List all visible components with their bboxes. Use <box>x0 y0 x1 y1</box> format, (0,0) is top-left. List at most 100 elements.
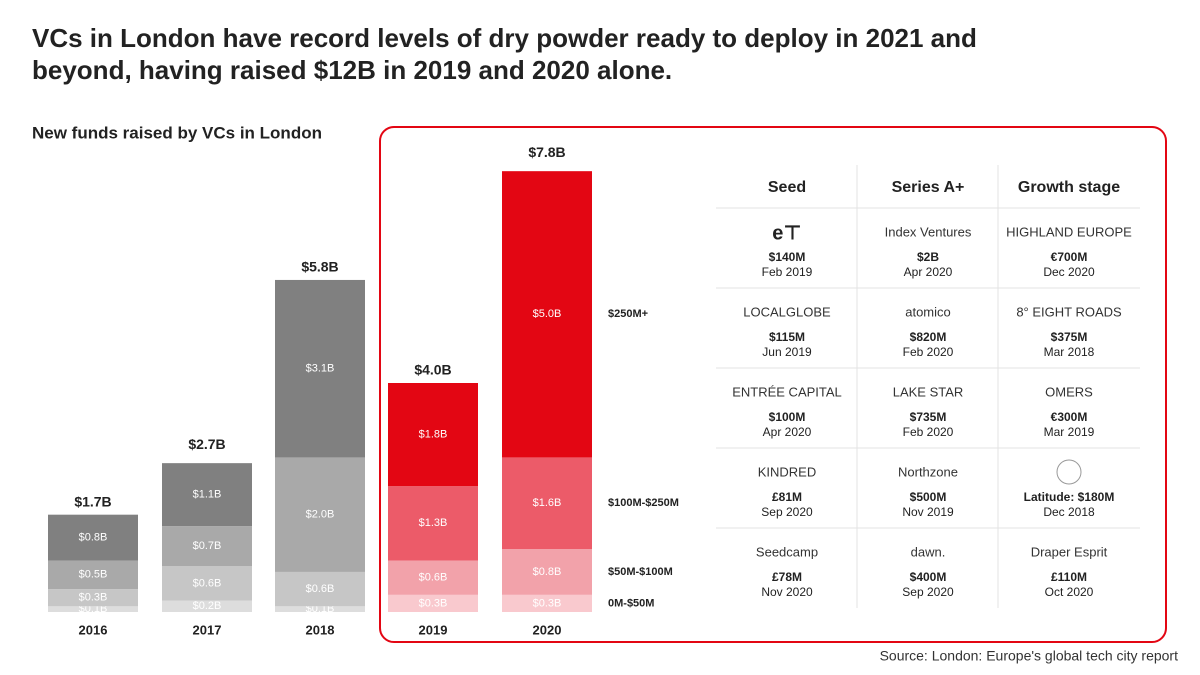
highlight-box <box>379 126 1167 643</box>
x-tick-label: 2017 <box>193 622 222 637</box>
logo: Seedcamp <box>756 544 818 559</box>
segment-label: $1.3B <box>419 517 448 529</box>
logo-icon <box>1056 459 1082 485</box>
column-header: Growth stage <box>1018 179 1120 196</box>
total-label: $4.0B <box>414 362 451 378</box>
series-label: $50M-$100M <box>608 566 673 578</box>
bar-segment <box>502 457 592 550</box>
date: Mar 2018 <box>1044 345 1095 359</box>
segment-label: $0.3B <box>533 597 562 609</box>
amount: $100M <box>769 410 806 424</box>
logo: KINDRED <box>758 464 817 479</box>
bar-segment <box>275 606 365 612</box>
date: Apr 2020 <box>904 265 953 279</box>
subtitle: New funds raised by VCs in London <box>32 123 322 142</box>
date: Nov 2020 <box>761 585 813 599</box>
date: Feb 2020 <box>903 425 954 439</box>
amount: $2B <box>917 250 939 264</box>
segment-label: $0.8B <box>533 566 562 578</box>
amount: £81M <box>772 490 802 504</box>
bar-segment <box>388 383 478 487</box>
logo: 8° EIGHT ROADS <box>1016 304 1122 319</box>
amount: €300M <box>1051 410 1088 424</box>
segment-label: $1.6B <box>533 497 562 509</box>
segment-label: $0.3B <box>419 597 448 609</box>
bar-segment <box>48 514 138 561</box>
amount: Latitude: $180M <box>1024 490 1115 504</box>
logo: OMERS <box>1045 384 1093 399</box>
date: Oct 2020 <box>1045 585 1094 599</box>
amount: $500M <box>910 490 947 504</box>
total-label: $1.7B <box>74 493 111 509</box>
total-label: $7.8B <box>528 144 565 160</box>
date: Sep 2020 <box>761 505 813 519</box>
x-tick-label: 2016 <box>79 622 108 637</box>
logo: LAKE STAR <box>893 384 964 399</box>
logo: ENTRÉE CAPITAL <box>732 384 842 399</box>
segment-label: $0.3B <box>79 592 108 604</box>
bar-segment <box>48 560 138 590</box>
bar-segment <box>275 457 365 572</box>
series-label: 0M-$50M <box>608 597 654 609</box>
segment-label: $0.7B <box>193 540 222 552</box>
date: Nov 2019 <box>902 505 954 519</box>
x-tick-label: 2019 <box>419 622 448 637</box>
date: Feb 2019 <box>762 265 813 279</box>
logo: Index Ventures <box>885 224 972 239</box>
bar-segment <box>162 526 252 567</box>
amount: $115M <box>769 330 805 344</box>
amount: £110M <box>1051 570 1087 584</box>
series-label: $250M+ <box>608 308 648 320</box>
series-label: $100M-$250M <box>608 497 679 509</box>
date: Jun 2019 <box>762 345 812 359</box>
bar-segment <box>162 463 252 527</box>
bar-segment <box>388 594 478 612</box>
amount: $820M <box>910 330 947 344</box>
bar-segment <box>48 606 138 612</box>
column-header: Series A+ <box>892 179 965 196</box>
bar-segment <box>48 589 138 607</box>
x-tick-label: 2020 <box>533 622 562 637</box>
logo: LOCALGLOBE <box>743 304 831 319</box>
segment-label: $0.6B <box>193 577 222 589</box>
source: Source: London: Europe's global tech cit… <box>880 648 1179 664</box>
bar-segment <box>275 279 365 458</box>
bar-segment <box>388 560 478 595</box>
x-tick-label: 2018 <box>306 622 335 637</box>
total-label: $5.8B <box>301 259 338 275</box>
bar-segment <box>502 549 592 595</box>
total-label: $2.7B <box>188 436 225 452</box>
bar-segment <box>275 571 365 607</box>
segment-label: $5.0B <box>533 308 562 320</box>
segment-label: $1.8B <box>419 428 448 440</box>
segment-label: $0.6B <box>419 572 448 584</box>
logo-icon: e⊤ <box>772 222 801 244</box>
date: Mar 2019 <box>1044 425 1095 439</box>
amount: $140M <box>769 250 806 264</box>
bar-segment <box>502 594 592 612</box>
amount: $400M <box>910 570 947 584</box>
logo: atomico <box>905 304 951 319</box>
date: Apr 2020 <box>763 425 812 439</box>
amount: £78M <box>772 570 802 584</box>
date: Dec 2018 <box>1043 505 1095 519</box>
amount: €700M <box>1051 250 1088 264</box>
logo: Draper Esprit <box>1031 544 1108 559</box>
title: VCs in London have record levels of dry … <box>32 23 977 85</box>
amount: $735M <box>910 410 947 424</box>
bar-segment <box>388 486 478 561</box>
bar-segment <box>502 171 592 458</box>
bar-segment <box>162 566 252 601</box>
logo: dawn. <box>911 544 946 559</box>
segment-label: $1.1B <box>193 489 222 501</box>
column-header: Seed <box>768 179 806 196</box>
logo: HIGHLAND EUROPE <box>1006 224 1132 239</box>
segment-label: $0.5B <box>79 569 108 581</box>
date: Sep 2020 <box>902 585 954 599</box>
amount: $375M <box>1051 330 1088 344</box>
segment-label: $2.0B <box>306 509 335 521</box>
segment-label: $0.8B <box>79 531 108 543</box>
date: Feb 2020 <box>903 345 954 359</box>
bar-segment <box>162 600 252 612</box>
